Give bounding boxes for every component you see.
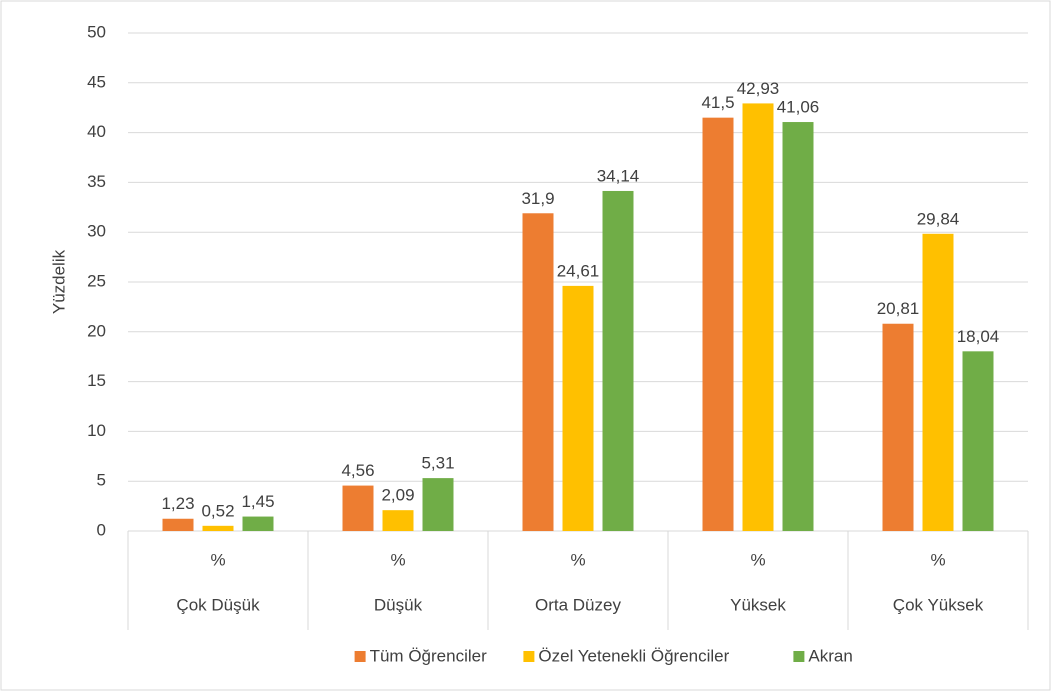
legend-swatch bbox=[354, 651, 366, 662]
data-label: 31,9 bbox=[521, 189, 554, 208]
y-tick-label: 30 bbox=[87, 222, 106, 241]
x-tick-label: Yüksek bbox=[730, 595, 786, 614]
x-tick-label: Orta Düzey bbox=[535, 595, 621, 614]
y-tick-label: 40 bbox=[87, 122, 106, 141]
bar bbox=[562, 285, 594, 531]
x-tick-unit: % bbox=[390, 550, 405, 569]
y-tick-label: 5 bbox=[97, 471, 106, 490]
bar bbox=[702, 117, 734, 531]
data-label: 42,93 bbox=[737, 79, 780, 98]
x-tick-unit: % bbox=[570, 550, 585, 569]
bar bbox=[962, 351, 994, 531]
y-tick-label: 50 bbox=[87, 22, 106, 41]
y-tick-label: 15 bbox=[87, 371, 106, 390]
bar bbox=[382, 510, 414, 531]
data-label: 29,84 bbox=[917, 209, 960, 228]
data-label: 34,14 bbox=[597, 166, 640, 185]
bar bbox=[782, 122, 814, 532]
data-label: 1,23 bbox=[161, 494, 194, 513]
data-label: 0,52 bbox=[201, 501, 234, 520]
x-tick-unit: % bbox=[750, 550, 765, 569]
bar bbox=[242, 516, 274, 531]
bar bbox=[882, 323, 914, 531]
legend-label: Akran bbox=[808, 646, 852, 665]
x-tick-label: Düşük bbox=[374, 595, 423, 614]
bar bbox=[522, 213, 554, 531]
data-label: 1,45 bbox=[241, 492, 274, 511]
data-label: 18,04 bbox=[957, 327, 1000, 346]
y-tick-label: 35 bbox=[87, 172, 106, 191]
bar bbox=[162, 518, 194, 531]
bar bbox=[202, 525, 234, 531]
legend-label: Özel Yetenekli Öğrenciler bbox=[538, 646, 729, 665]
data-label: 41,06 bbox=[777, 98, 820, 117]
x-tick-unit: % bbox=[930, 550, 945, 569]
bar bbox=[602, 190, 634, 531]
data-label: 20,81 bbox=[877, 299, 920, 318]
y-tick-label: 0 bbox=[97, 520, 106, 539]
y-tick-label: 10 bbox=[87, 421, 106, 440]
bar bbox=[922, 233, 954, 532]
legend-label: Tüm Öğrenciler bbox=[370, 646, 487, 665]
bar bbox=[742, 103, 774, 531]
x-tick-label: Çok Yüksek bbox=[893, 595, 984, 614]
y-tick-label: 45 bbox=[87, 72, 106, 91]
data-label: 24,61 bbox=[557, 261, 600, 280]
data-label: 4,56 bbox=[341, 461, 374, 480]
data-label: 41,5 bbox=[701, 93, 734, 112]
bar bbox=[342, 485, 374, 531]
x-tick-label: Çok Düşük bbox=[176, 595, 260, 614]
legend-swatch bbox=[793, 651, 805, 662]
data-label: 5,31 bbox=[421, 454, 454, 473]
y-axis-label: Yüzdelik bbox=[49, 249, 68, 314]
data-label: 2,09 bbox=[381, 486, 414, 505]
x-tick-unit: % bbox=[210, 550, 225, 569]
bar bbox=[422, 478, 454, 531]
legend-swatch bbox=[523, 651, 535, 662]
y-tick-label: 25 bbox=[87, 271, 106, 290]
y-tick-label: 20 bbox=[87, 321, 106, 340]
